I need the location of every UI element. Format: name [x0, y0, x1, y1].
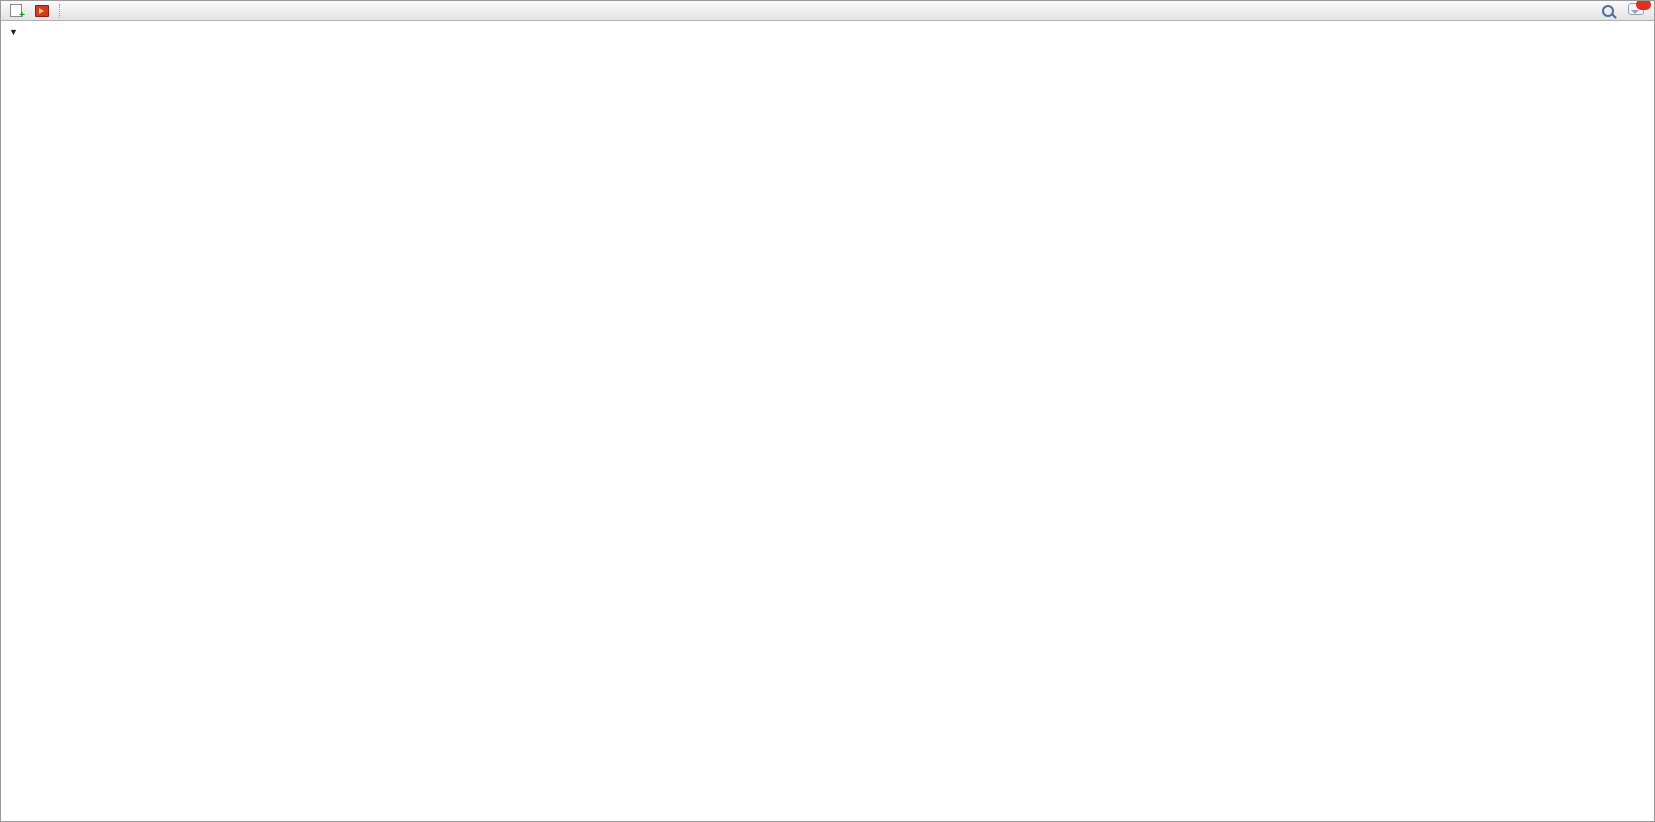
- search-button[interactable]: [1598, 2, 1618, 19]
- rsi-indicator-label: [9, 721, 12, 733]
- chart-container: ▼: [1, 22, 1655, 822]
- chart-canvas[interactable]: [1, 22, 1655, 822]
- notifications-button[interactable]: [1628, 1, 1651, 18]
- new-order-icon: [10, 4, 25, 21]
- chart-title: ▼: [9, 26, 30, 38]
- macd-indicator-label: [9, 624, 12, 636]
- new-order-button[interactable]: [5, 3, 30, 21]
- toolbar: [1, 1, 1654, 21]
- notification-badge: [1636, 1, 1651, 10]
- toolbar-separator: [59, 3, 66, 18]
- chevron-down-icon[interactable]: ▼: [9, 27, 18, 37]
- autotrading-button[interactable]: [30, 4, 57, 18]
- search-icon: [1602, 4, 1614, 17]
- autotrading-icon: [35, 4, 49, 17]
